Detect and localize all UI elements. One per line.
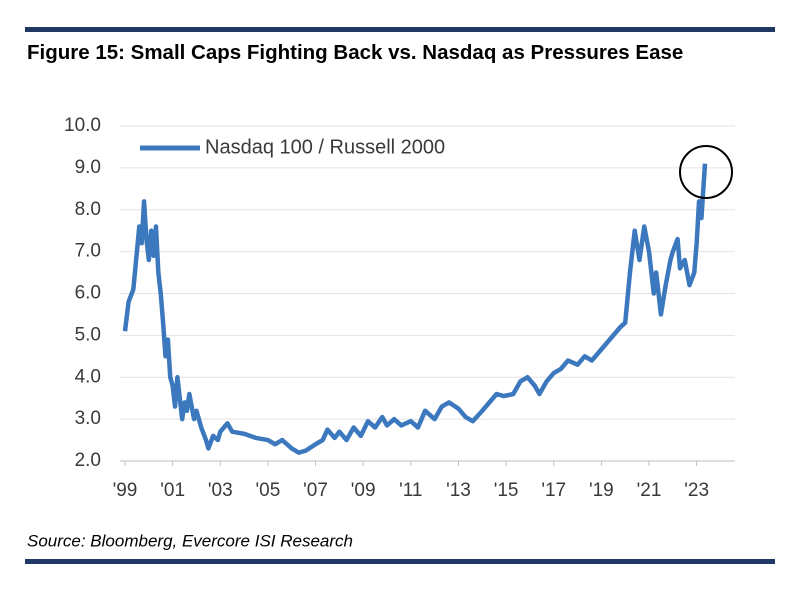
x-tick-label: '13 <box>446 480 471 501</box>
y-tick-label: 9.0 <box>75 157 101 178</box>
x-tick-label: '01 <box>160 480 185 501</box>
y-tick-label: 6.0 <box>75 283 101 304</box>
y-tick-label: 4.0 <box>75 366 101 387</box>
x-tick-label: '11 <box>399 480 422 501</box>
legend-label: Nasdaq 100 / Russell 2000 <box>205 136 445 158</box>
source: Source: Bloomberg, Evercore ISI Research <box>27 531 353 550</box>
plot <box>122 163 708 455</box>
x-tick-label: '23 <box>684 480 709 501</box>
chart-title: Figure 15: Small Caps Fighting Back vs. … <box>27 41 684 64</box>
x-tick-label: '05 <box>256 480 281 501</box>
y-tick-label: 10.0 <box>64 115 101 136</box>
x-tick-label: '19 <box>589 480 614 501</box>
highlight-circle <box>679 145 733 199</box>
y-tick-label: 5.0 <box>75 324 101 345</box>
top-rule <box>25 27 775 32</box>
series-line <box>122 163 708 455</box>
y-tick-label: 7.0 <box>75 241 101 262</box>
y-tick-label: 3.0 <box>75 408 101 429</box>
grid <box>120 125 735 466</box>
bottom-rule <box>25 559 775 564</box>
x-tick-label: '09 <box>351 480 376 501</box>
x-tick-label: '21 <box>637 480 662 501</box>
x-tick-label: '07 <box>303 480 328 501</box>
x-tick-label: '99 <box>113 480 138 501</box>
x-tick-label: '03 <box>208 480 233 501</box>
y-tick-label: 8.0 <box>75 199 101 220</box>
x-tick-label: '15 <box>494 480 519 501</box>
x-tick-label: '17 <box>541 480 566 501</box>
y-tick-label: 2.0 <box>75 450 101 471</box>
